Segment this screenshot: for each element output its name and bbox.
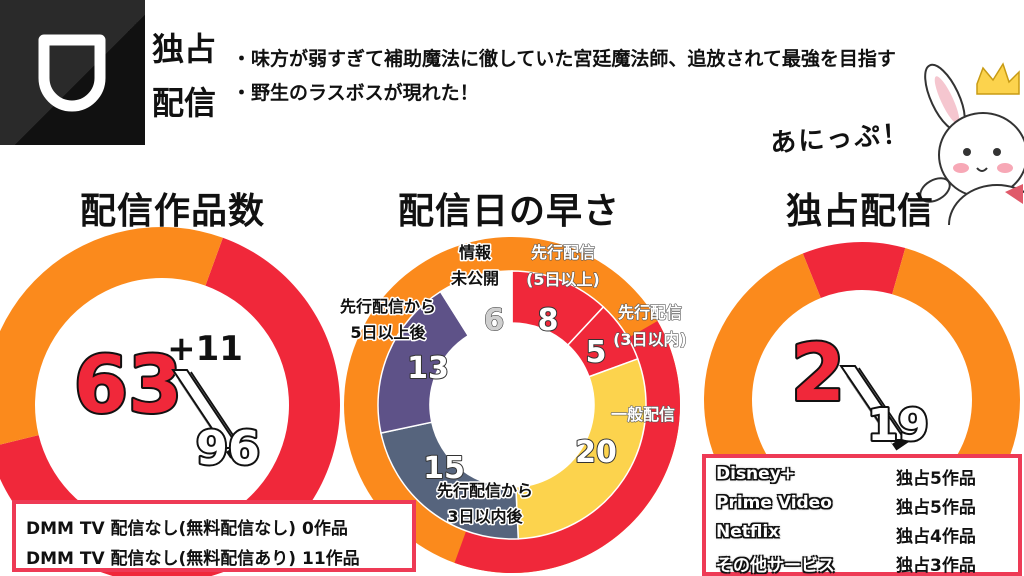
service-count: 独占5作品 bbox=[896, 469, 976, 489]
service-name: Prime Video bbox=[716, 493, 832, 513]
value-label-0: 8 bbox=[538, 303, 559, 338]
category-label-1: (3日以内) bbox=[613, 330, 687, 349]
value-label-4: 13 bbox=[407, 351, 449, 386]
value-label-1: 5 bbox=[586, 335, 607, 370]
category-label-0: (5日以上) bbox=[526, 270, 600, 289]
title-item-2: ・野生のラスボスが現れた！ bbox=[232, 82, 479, 104]
service-count: 独占5作品 bbox=[896, 498, 976, 518]
slash-mark bbox=[839, 362, 910, 451]
count-legend-line-2: DMM TV 配信なし(無料配信あり) 11作品 bbox=[26, 549, 360, 569]
rabbit-mascot-icon bbox=[919, 62, 1024, 225]
count-legend-line-1: DMM TV 配信なし(無料配信なし) 0作品 bbox=[26, 519, 348, 539]
speed-heading: 配信日の早さ bbox=[398, 191, 621, 232]
service-name: その他サービス bbox=[716, 556, 835, 576]
title-item-1: ・味方が弱すぎて補助魔法に徹していた宮廷魔法師、追放されて最強を目指す bbox=[232, 48, 896, 70]
exclusive-value: 2 bbox=[791, 329, 845, 419]
d-shield-icon bbox=[38, 34, 106, 112]
donut-hole bbox=[430, 323, 594, 487]
count-legend: DMM TV 配信なし(無料配信なし) 0作品 DMM TV 配信なし(無料配信… bbox=[12, 500, 416, 572]
exclusive-total: 19 bbox=[867, 400, 928, 451]
count-total: 96 bbox=[196, 421, 260, 475]
category-label-3: 3日以内後 bbox=[447, 507, 523, 526]
count-value: 63 bbox=[74, 341, 183, 431]
slash-mark bbox=[171, 366, 244, 459]
category-label-1: 先行配信 bbox=[618, 303, 682, 322]
service-name: Disney+ bbox=[716, 464, 796, 484]
category-label-4: 5日以上後 bbox=[350, 323, 426, 342]
count-plus: +11 bbox=[167, 329, 243, 369]
donut-slice-unavailable bbox=[0, 227, 223, 445]
service-count: 独占3作品 bbox=[896, 556, 976, 576]
service-logo bbox=[0, 0, 145, 145]
value-label-5: 6 bbox=[484, 303, 505, 338]
category-label-2: 一般配信 bbox=[611, 405, 675, 424]
category-label-0: 先行配信 bbox=[531, 243, 595, 262]
count-heading: 配信作品数 bbox=[80, 191, 266, 232]
value-label-3: 15 bbox=[423, 451, 465, 486]
category-label-5: 未公開 bbox=[450, 269, 499, 288]
service-name: Netflix bbox=[716, 522, 780, 542]
category-label-4: 先行配信から bbox=[340, 297, 436, 316]
category-label-5: 情報 bbox=[459, 243, 492, 262]
category-label-3: 先行配信から bbox=[437, 481, 533, 500]
badge-line-1: 独占 bbox=[152, 30, 217, 68]
badge-line-2: 配信 bbox=[152, 84, 217, 122]
exclusive-heading: 独占配信 bbox=[786, 191, 935, 232]
donut-slice-exclusive bbox=[802, 241, 906, 299]
value-label-2: 20 bbox=[575, 435, 617, 470]
exclusive-services-list: Disney+ 独占5作品 Prime Video 独占5作品 Netflix … bbox=[702, 454, 1022, 576]
service-count: 独占4作品 bbox=[896, 527, 976, 547]
